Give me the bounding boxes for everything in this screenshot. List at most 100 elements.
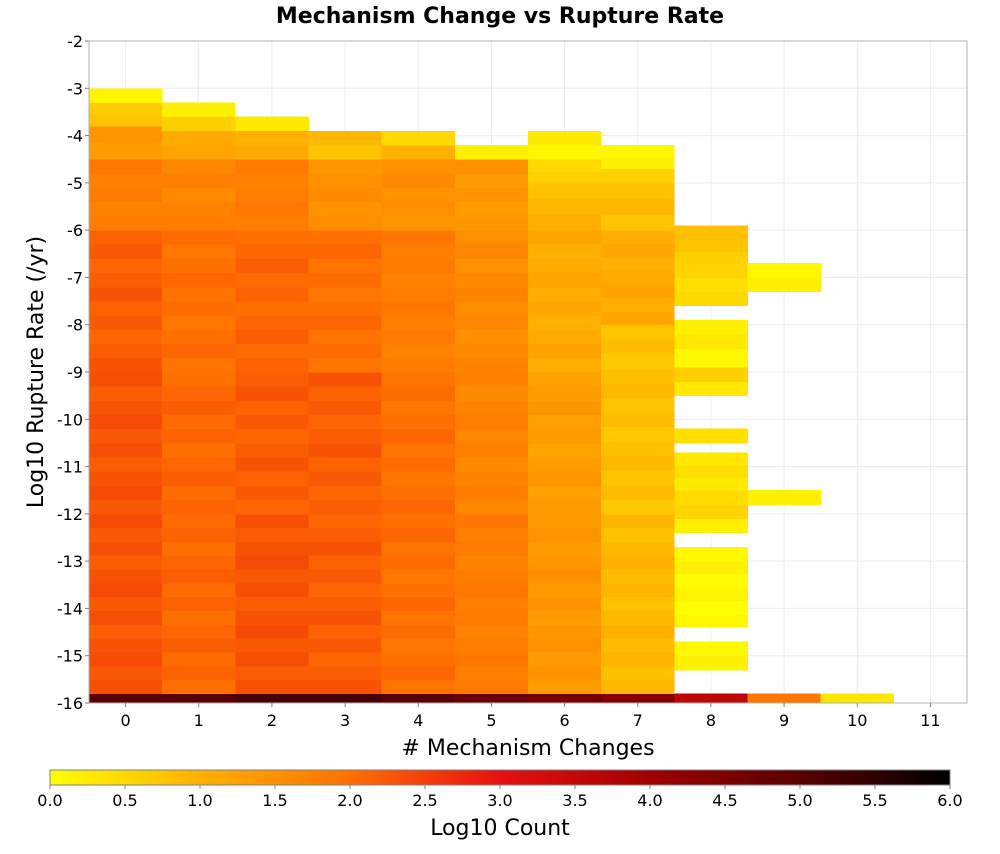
heatmap-cell	[235, 569, 309, 584]
heatmap-cell	[381, 372, 456, 387]
heatmap-cell	[162, 428, 236, 444]
heatmap-cell	[528, 357, 602, 373]
heatmap-cell	[308, 201, 383, 217]
heatmap-cell	[381, 357, 456, 373]
heatmap-cell	[89, 372, 163, 387]
heatmap-cell	[308, 215, 383, 231]
heatmap-cell	[454, 372, 529, 387]
heatmap-cell	[381, 499, 456, 515]
heatmap-cell	[454, 343, 529, 359]
heatmap-cell	[235, 244, 309, 259]
heatmap-cell	[89, 442, 163, 458]
heatmap-cell	[308, 485, 383, 501]
heatmap-cell	[89, 457, 163, 472]
x-tick-label: 9	[779, 711, 789, 730]
heatmap-cell	[162, 145, 236, 160]
heatmap-cell	[454, 499, 529, 515]
heatmap-cell	[381, 471, 456, 486]
heatmap-cell	[381, 315, 456, 330]
heatmap-cell	[308, 679, 383, 694]
heatmap-cell	[454, 652, 529, 667]
heatmap-cell	[308, 187, 383, 203]
heatmap-cell	[235, 638, 309, 653]
heatmap-cell	[381, 187, 456, 203]
heatmap-cell	[381, 159, 456, 174]
heatmap-cell	[381, 286, 456, 302]
heatmap-cell	[381, 693, 456, 704]
heatmap-cell	[308, 693, 383, 704]
heatmap-cell	[674, 291, 748, 307]
heatmap-cell	[528, 258, 602, 274]
heatmap-cell	[308, 652, 383, 667]
heatmap-cell	[162, 329, 236, 345]
x-tick-label: 0	[120, 711, 130, 730]
heatmap-cell	[674, 381, 748, 397]
heatmap-cell	[89, 230, 163, 245]
heatmap-cell	[674, 560, 748, 575]
heatmap-cell	[89, 569, 163, 584]
heatmap-cell	[528, 428, 602, 444]
heatmap-cell	[235, 145, 309, 160]
heatmap-cell	[528, 145, 602, 160]
heatmap-cell	[381, 130, 456, 146]
heatmap-cell	[381, 414, 456, 430]
heatmap-cell	[674, 490, 748, 505]
heatmap-cell	[528, 555, 602, 570]
heatmap-cell	[674, 319, 748, 335]
heatmap-cell	[528, 665, 602, 681]
heatmap-cell	[601, 412, 675, 427]
heatmap-cell	[308, 230, 383, 245]
heatmap-cell	[89, 258, 163, 274]
heatmap-cell	[528, 372, 602, 387]
heatmap-cell	[528, 569, 602, 584]
heatmap-cell	[528, 400, 602, 415]
y-axis-ticks: -2 -3 -4 -5 -6 -7 -8 -9 -10 -11 -12 -13 -14 -15 -16	[57, 32, 89, 713]
heatmap-cell	[528, 182, 602, 200]
heatmap-cell	[601, 339, 675, 355]
heatmap-cell	[89, 142, 163, 160]
heatmap-cell	[528, 244, 602, 259]
heatmap-cell	[235, 343, 309, 359]
heatmap-cell	[235, 258, 309, 274]
heatmap-cell	[162, 372, 236, 387]
heatmap-cell	[89, 652, 163, 667]
heatmap-cell	[89, 357, 163, 373]
heatmap-cell	[89, 215, 163, 231]
heatmap-cell	[308, 555, 383, 570]
heatmap-cell	[235, 329, 309, 345]
heatmap-cell	[89, 541, 163, 556]
heatmap-cell	[235, 272, 309, 288]
heatmap-cell	[162, 471, 236, 486]
heatmap-cell	[235, 428, 309, 444]
heatmap-cell	[381, 485, 456, 501]
heatmap-cell	[528, 485, 602, 501]
heatmap-cell	[601, 145, 675, 158]
heatmap-cell	[381, 457, 456, 472]
heatmap-cell	[601, 624, 675, 639]
heatmap-cell	[308, 343, 383, 359]
heatmap-cell	[528, 343, 602, 359]
heatmap-cell	[235, 527, 309, 542]
colorbar-tick-label: 4.0	[637, 791, 662, 810]
heatmap-cell	[381, 428, 456, 444]
heatmap-cell	[601, 441, 675, 457]
heatmap-cell	[162, 638, 236, 653]
heatmap-cell	[747, 490, 822, 505]
x-axis-label: # Mechanism Changes	[401, 736, 654, 761]
heatmap-cell	[89, 400, 163, 415]
heatmap-cell	[89, 471, 163, 486]
heatmap-cell	[601, 353, 675, 369]
heatmap-cell	[308, 610, 383, 625]
heatmap-cell	[308, 428, 383, 444]
heatmap-cell	[601, 652, 675, 667]
colorbar-label: Log10 Count	[430, 816, 570, 841]
heatmap-cell	[162, 527, 236, 542]
heatmap-cell	[747, 693, 822, 704]
heatmap-cell	[454, 329, 529, 345]
x-tick-label: 1	[194, 711, 204, 730]
heatmap-cell	[528, 171, 602, 184]
heatmap-cell	[235, 513, 309, 529]
heatmap-cell	[674, 348, 748, 368]
colorbar-ticks: 0.0 0.5 1.0 1.5 2.0 2.5 3.0 3.5 4.0 4.5 5.0 5.5 6.0	[37, 785, 963, 810]
y-tick-label: -15	[57, 647, 83, 666]
